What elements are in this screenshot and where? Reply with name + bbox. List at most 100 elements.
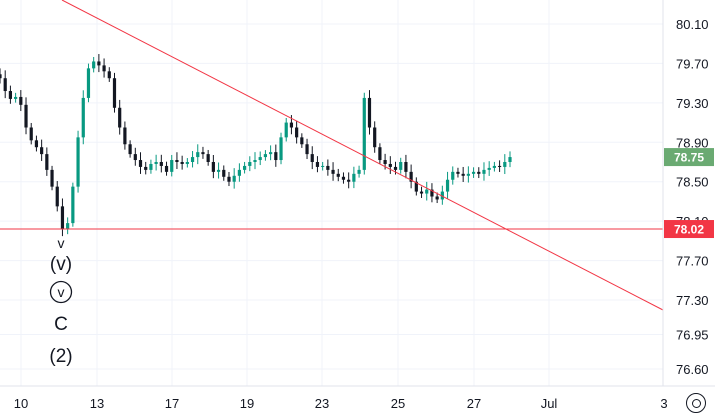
- wave-label: (v): [50, 254, 72, 275]
- candle-body: [107, 71, 111, 79]
- candle-body: [76, 137, 80, 187]
- candle-body: [477, 171, 481, 174]
- candle-body: [461, 173, 465, 176]
- candle-body: [425, 189, 429, 194]
- candle-body: [190, 157, 195, 162]
- candle-body: [378, 147, 382, 161]
- candle-body: [326, 165, 330, 170]
- candle-body: [362, 97, 366, 170]
- candle-body: [216, 169, 221, 172]
- candle-body: [383, 160, 387, 164]
- candle-body: [274, 152, 278, 161]
- chart-grid: [0, 0, 663, 386]
- candle-body: [149, 163, 153, 170]
- candle-body: [347, 179, 351, 182]
- candle-body: [0, 74, 2, 79]
- price-axis: 80.1079.7079.3078.9078.5078.1077.7077.30…: [676, 17, 709, 377]
- last-price-badge: 78.75: [674, 151, 704, 165]
- candle-body: [508, 157, 512, 162]
- candle-body: [196, 152, 200, 158]
- candle-body: [45, 154, 49, 170]
- candle-body: [242, 165, 247, 170]
- candle-body: [170, 160, 174, 172]
- candle-body: [248, 162, 252, 166]
- candle-body: [19, 96, 23, 105]
- candle-body: [60, 206, 65, 230]
- candles: [0, 54, 512, 237]
- candle-body: [164, 165, 169, 172]
- candle-body: [279, 137, 283, 161]
- candle-body: [34, 140, 39, 148]
- candle-body: [237, 169, 241, 176]
- candle-body: [315, 162, 320, 167]
- candle-body: [185, 162, 189, 164]
- candle-body: [352, 173, 356, 182]
- candle-body: [3, 78, 7, 92]
- time-tick-label: 13: [90, 396, 104, 411]
- candle-body: [295, 127, 299, 138]
- candle-body: [482, 169, 486, 174]
- candle-body: [206, 154, 210, 162]
- candle-body: [29, 127, 33, 141]
- candle-body: [409, 171, 413, 182]
- level-price-badge-bg: [664, 220, 714, 239]
- wave-label: C: [54, 314, 68, 335]
- candle-body: [430, 189, 434, 197]
- candle-body: [414, 181, 418, 192]
- candle-body: [331, 169, 335, 174]
- candle-body: [399, 162, 403, 170]
- wave-label: v: [58, 284, 65, 300]
- candle-body: [201, 152, 205, 155]
- candle-body: [388, 163, 392, 167]
- time-tick-label: 17: [165, 396, 179, 411]
- candle-body: [154, 162, 158, 164]
- time-tick-label: 23: [315, 396, 329, 411]
- candle-body: [435, 196, 439, 200]
- candle-body: [175, 160, 179, 162]
- wave-label-circle: [49, 280, 73, 304]
- price-tick-label: 80.10: [676, 17, 709, 32]
- candle-body: [310, 154, 314, 162]
- candle-body: [92, 61, 96, 69]
- time-tick-label: 25: [391, 396, 405, 411]
- candle-body: [367, 97, 372, 128]
- candle-body: [289, 122, 294, 128]
- candle-body: [144, 166, 148, 170]
- settings-gear-icon[interactable]: [686, 393, 706, 413]
- candle-body: [258, 157, 262, 161]
- candle-body: [466, 173, 470, 176]
- candle-body: [503, 162, 507, 167]
- price-badges: 78.75 78.02: [664, 148, 714, 239]
- candle-body: [24, 104, 28, 128]
- candle-body: [222, 169, 226, 177]
- candle-body: [180, 162, 184, 164]
- candle-body: [445, 179, 450, 192]
- candle-body: [487, 167, 491, 170]
- candle-body: [341, 176, 346, 180]
- candle-body: [71, 186, 75, 224]
- candle-body: [211, 162, 215, 172]
- candle-body: [123, 127, 127, 145]
- price-tick-label: 79.70: [676, 56, 709, 71]
- candle-body: [321, 165, 325, 167]
- time-tick-label: 3: [660, 396, 667, 411]
- candle-body: [440, 191, 444, 200]
- candle-body: [269, 152, 273, 155]
- price-tick-label: 79.30: [676, 96, 709, 111]
- price-tick-label: 77.30: [676, 293, 709, 308]
- candle-body: [305, 144, 309, 155]
- candle-body: [471, 171, 476, 174]
- candle-body: [492, 165, 496, 168]
- candle-body: [14, 96, 18, 99]
- trendline[interactable]: [61, 0, 664, 311]
- candle-body: [300, 137, 304, 145]
- candle-body: [66, 223, 70, 230]
- candle-body: [336, 173, 340, 177]
- candle-body: [86, 68, 91, 98]
- candle-body: [456, 171, 460, 174]
- time-tick-label: 19: [240, 396, 254, 411]
- price-tick-label: 76.95: [676, 328, 709, 343]
- candle-body: [40, 147, 44, 155]
- candle-body: [112, 78, 117, 108]
